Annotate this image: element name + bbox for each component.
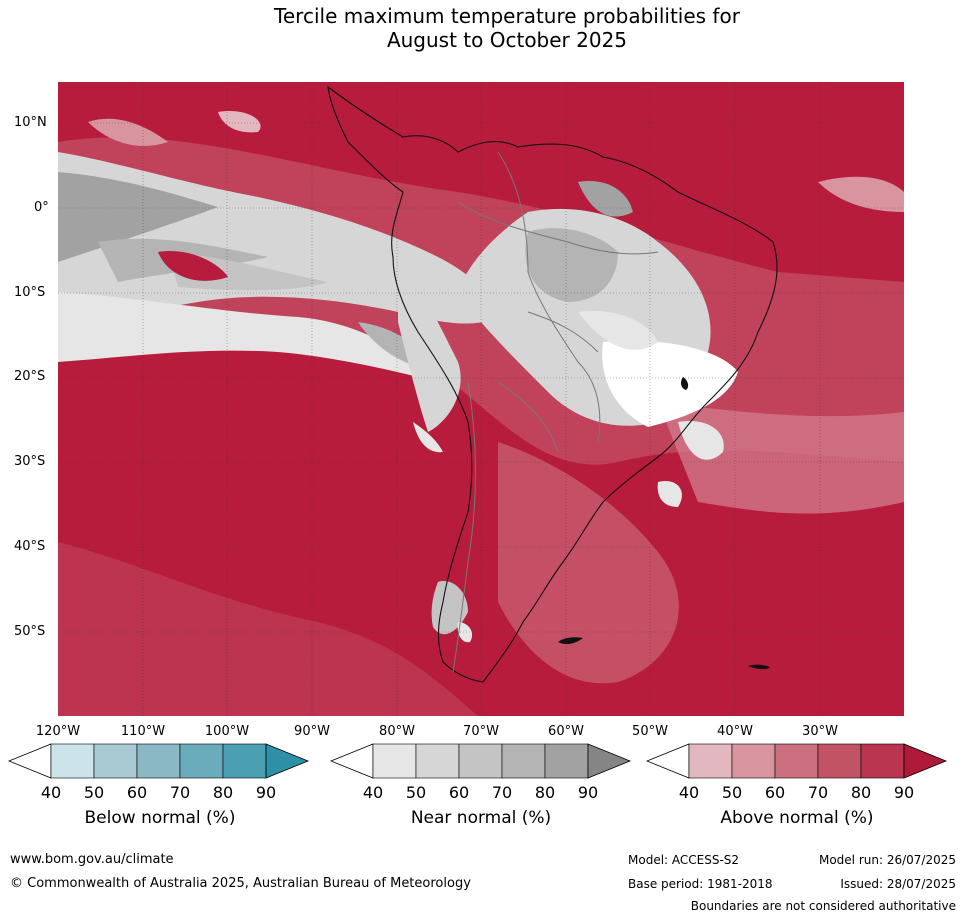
colorbar-tick-label: 50 xyxy=(721,783,743,802)
colorbar-tick-label: 60 xyxy=(448,783,470,802)
lon-label-80w: 80°W xyxy=(379,724,415,739)
colorbar-tick-label: 80 xyxy=(212,783,234,802)
colorbar-low-extend xyxy=(8,743,52,779)
colorbar-cell xyxy=(136,743,181,779)
colorbar-cell xyxy=(774,743,819,779)
footer-base-period: Base period: 1981-2018 xyxy=(628,877,773,891)
colorbar-tick-label: 70 xyxy=(807,783,829,802)
lat-label-40s: 40°S xyxy=(14,539,46,554)
colorbar-tick-label: 70 xyxy=(491,783,513,802)
colorbar-tick-label: 80 xyxy=(850,783,872,802)
lat-label-10s: 10°S xyxy=(14,285,46,300)
footer-issued: Issued: 28/07/2025 xyxy=(840,877,956,891)
colorbar-tick-label: 50 xyxy=(83,783,105,802)
near-normal-title: Near normal (%) xyxy=(410,808,552,828)
colorbar-low-extend xyxy=(330,743,374,779)
lon-label-100w: 100°W xyxy=(204,724,250,739)
lat-label-10n: 10°N xyxy=(14,115,47,130)
lon-label-60w: 60°W xyxy=(548,724,584,739)
lat-label-0: 0° xyxy=(34,200,49,215)
lon-label-110w: 110°W xyxy=(120,724,166,739)
continent-outline xyxy=(327,85,778,683)
title-line-2: August to October 2025 xyxy=(386,28,628,52)
colorbar-tick-label: 60 xyxy=(126,783,148,802)
colorbar-tick-label: 60 xyxy=(764,783,786,802)
lon-label-90w: 90°W xyxy=(294,724,330,739)
footer-disclaimer: Boundaries are not considered authoritat… xyxy=(690,899,956,913)
colorbar-tick-label: 40 xyxy=(362,783,384,802)
colorbar-cell xyxy=(179,743,224,779)
colorbar-cell xyxy=(688,743,733,779)
colorbar-high-extend xyxy=(265,743,310,779)
colorbar-cell xyxy=(458,743,503,779)
colorbar-below-normal xyxy=(8,743,310,779)
lon-label-30w: 30°W xyxy=(802,724,838,739)
colorbar-tick-label: 90 xyxy=(255,783,277,802)
colorbar-above-normal xyxy=(646,743,948,779)
footer-model: Model: ACCESS-S2 xyxy=(628,853,740,867)
colorbar-low-extend xyxy=(646,743,690,779)
colorbar-cell xyxy=(731,743,776,779)
probability-map xyxy=(58,82,904,716)
colorbar-cell xyxy=(415,743,460,779)
lat-label-20s: 20°S xyxy=(14,369,46,384)
lon-label-120w: 120°W xyxy=(35,724,81,739)
colorbar-tick-label: 80 xyxy=(534,783,556,802)
colorbar-cell xyxy=(544,743,589,779)
lat-label-30s: 30°S xyxy=(14,454,46,469)
above-normal-title: Above normal (%) xyxy=(720,808,874,828)
lon-label-50w: 50°W xyxy=(632,724,668,739)
colorbar-tick-label: 50 xyxy=(405,783,427,802)
title-line-1: Tercile maximum temperature probabilitie… xyxy=(274,4,740,28)
colorbar-cell xyxy=(372,743,417,779)
colorbar-cell xyxy=(93,743,138,779)
lat-label-50s: 50°S xyxy=(14,624,46,639)
colorbar-high-extend xyxy=(587,743,632,779)
colorbar-near-normal xyxy=(330,743,632,779)
footer-url[interactable]: www.bom.gov.au/climate xyxy=(10,852,174,867)
colorbar-tick-label: 70 xyxy=(169,783,191,802)
colorbar-cell xyxy=(501,743,546,779)
map-canvas xyxy=(58,82,904,716)
lon-label-70w: 70°W xyxy=(463,724,499,739)
colorbar-tick-label: 90 xyxy=(577,783,599,802)
colorbar-tick-label: 90 xyxy=(893,783,915,802)
colorbar-cell xyxy=(860,743,905,779)
lon-label-40w: 40°W xyxy=(717,724,753,739)
colorbar-cell xyxy=(50,743,95,779)
colorbar-cell xyxy=(817,743,862,779)
colorbar-high-extend xyxy=(903,743,948,779)
footer-model-run: Model run: 26/07/2025 xyxy=(818,853,956,867)
map-title: Tercile maximum temperature probabilitie… xyxy=(0,4,965,52)
below-normal-title: Below normal (%) xyxy=(84,808,236,828)
colorbar-tick-label: 40 xyxy=(40,783,62,802)
colorbar-cell xyxy=(222,743,267,779)
footer-copyright: © Commonwealth of Australia 2025, Austra… xyxy=(10,876,471,891)
colorbar-tick-label: 40 xyxy=(678,783,700,802)
